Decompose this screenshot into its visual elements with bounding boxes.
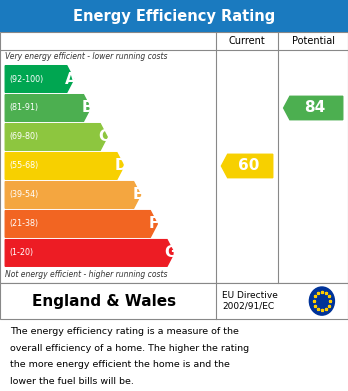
Bar bbox=[0, 0, 348, 32]
Text: (81-91): (81-91) bbox=[9, 104, 39, 113]
Text: (55-68): (55-68) bbox=[9, 161, 39, 170]
Text: A: A bbox=[65, 72, 77, 86]
Text: the more energy efficient the home is and the: the more energy efficient the home is an… bbox=[10, 360, 230, 369]
Text: B: B bbox=[81, 100, 93, 115]
Text: G: G bbox=[165, 246, 177, 260]
Text: Very energy efficient - lower running costs: Very energy efficient - lower running co… bbox=[5, 52, 168, 61]
Polygon shape bbox=[5, 152, 124, 179]
Text: 2002/91/EC: 2002/91/EC bbox=[222, 301, 275, 311]
Text: The energy efficiency rating is a measure of the: The energy efficiency rating is a measur… bbox=[10, 327, 239, 336]
Polygon shape bbox=[5, 240, 174, 266]
Polygon shape bbox=[221, 154, 273, 178]
Bar bbox=[0, 283, 348, 319]
Text: (1-20): (1-20) bbox=[9, 248, 33, 257]
Text: England & Wales: England & Wales bbox=[32, 294, 176, 308]
Text: EU Directive: EU Directive bbox=[222, 291, 278, 301]
Text: lower the fuel bills will be.: lower the fuel bills will be. bbox=[10, 377, 134, 386]
Polygon shape bbox=[284, 96, 343, 120]
Text: F: F bbox=[149, 217, 159, 231]
Text: D: D bbox=[114, 158, 127, 174]
Text: overall efficiency of a home. The higher the rating: overall efficiency of a home. The higher… bbox=[10, 344, 250, 353]
Bar bbox=[0, 319, 348, 391]
Text: E: E bbox=[132, 187, 143, 203]
Text: (39-54): (39-54) bbox=[9, 190, 39, 199]
Text: (92-100): (92-100) bbox=[9, 75, 44, 84]
Polygon shape bbox=[5, 182, 141, 208]
Text: (69-80): (69-80) bbox=[9, 133, 39, 142]
Text: Potential: Potential bbox=[292, 36, 335, 46]
Polygon shape bbox=[5, 211, 157, 237]
Polygon shape bbox=[5, 95, 90, 121]
Text: 60: 60 bbox=[238, 158, 260, 174]
Text: (21-38): (21-38) bbox=[9, 219, 39, 228]
Polygon shape bbox=[5, 124, 107, 150]
Text: C: C bbox=[98, 129, 110, 145]
Text: Current: Current bbox=[229, 36, 266, 46]
Circle shape bbox=[309, 287, 334, 315]
Text: Not energy efficient - higher running costs: Not energy efficient - higher running co… bbox=[5, 270, 168, 279]
Polygon shape bbox=[5, 66, 74, 92]
Text: 84: 84 bbox=[304, 100, 326, 115]
Bar bbox=[0, 32, 348, 283]
Text: Energy Efficiency Rating: Energy Efficiency Rating bbox=[73, 9, 275, 23]
